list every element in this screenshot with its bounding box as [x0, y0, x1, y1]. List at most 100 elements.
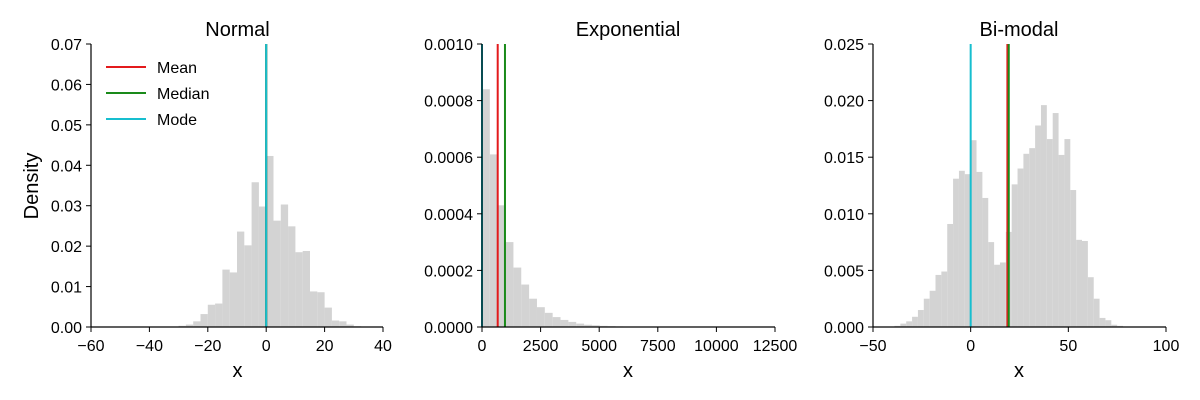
histogram-bar — [912, 316, 918, 327]
x-tick-label: 0 — [478, 338, 487, 355]
histogram-bar — [1093, 298, 1100, 327]
y-tick-label: 0.025 — [824, 37, 864, 54]
histogram-bar — [273, 220, 281, 327]
y-tick-label: 0.000 — [824, 320, 864, 337]
bimodal-histogram-bars — [894, 105, 1124, 328]
histogram-bar — [1023, 153, 1030, 327]
x-tick-label: −60 — [77, 338, 104, 355]
y-tick-label: 0.04 — [51, 158, 82, 175]
histogram-bar — [917, 310, 924, 327]
histogram-bar — [999, 262, 1006, 327]
histogram-bar — [1070, 190, 1077, 327]
histogram-bar — [947, 223, 954, 327]
y-tick-label: 0.0006 — [424, 150, 473, 167]
exponential-x-ticks: 0 2500 5000 7500 10000 12500 — [478, 327, 798, 355]
y-tick-label: 0.0008 — [424, 94, 473, 111]
x-tick-label: 20 — [316, 338, 334, 355]
histogram-bar — [258, 206, 267, 327]
exponential-x-axis-label: x — [623, 360, 633, 382]
histogram-bar — [331, 320, 340, 327]
histogram-bar — [576, 323, 585, 327]
bimodal-x-ticks: −50 0 50 100 — [859, 327, 1179, 355]
histogram-bar — [339, 321, 347, 327]
x-tick-label: 10000 — [694, 338, 739, 355]
histogram-bar — [251, 182, 259, 327]
bimodal-panel: −50 0 50 100 0.000 0.005 0.010 0.015 0.020 0.025… — [824, 19, 1179, 382]
bimodal-y-ticks: 0.000 0.005 0.010 0.015 0.020 0.025 — [824, 37, 873, 337]
bimodal-statistic-lines — [969, 44, 1010, 327]
histogram-bar — [489, 154, 498, 327]
bimodal-x-axis-label: x — [1014, 360, 1024, 382]
histogram-bar — [976, 171, 983, 327]
histogram-bar — [1105, 320, 1112, 327]
histogram-bar — [906, 321, 913, 327]
x-tick-label: −20 — [194, 338, 221, 355]
x-tick-label: 12500 — [753, 338, 798, 355]
histogram-bar — [1029, 148, 1036, 327]
normal-title: Normal — [205, 19, 269, 41]
histogram-bar — [1111, 324, 1118, 327]
x-tick-label: 100 — [1153, 338, 1180, 355]
histogram-bar — [178, 325, 186, 327]
histogram-bar — [346, 324, 354, 327]
normal-x-ticks: −60 −40 −20 0 20 40 — [77, 327, 392, 355]
y-tick-label: 0.02 — [51, 239, 82, 256]
normal-y-axis-label: Density — [21, 153, 43, 220]
histogram-bar — [1099, 317, 1106, 327]
histogram-bar — [1087, 277, 1094, 327]
histogram-bar — [988, 242, 995, 327]
exponential-title: Exponential — [576, 19, 681, 41]
histogram-bar — [229, 272, 237, 327]
histogram-bar — [900, 323, 907, 327]
y-tick-label: 0.05 — [51, 118, 82, 135]
histogram-bar — [584, 324, 592, 327]
histogram-bar — [591, 325, 600, 327]
histogram-bar — [536, 307, 545, 327]
histogram-bar — [185, 324, 194, 327]
histogram-bar — [215, 303, 223, 327]
normal-legend: Mean Median Mode — [106, 60, 209, 129]
bimodal-axes — [872, 44, 1166, 328]
histogram-bar — [497, 205, 506, 327]
histogram-bar — [1011, 184, 1018, 327]
y-tick-label: 0.015 — [824, 150, 864, 167]
x-tick-label: 2500 — [523, 338, 559, 355]
exponential-histogram-bars — [482, 89, 624, 327]
exponential-panel: 0 2500 5000 7500 10000 12500 0.00000.00020.00… — [424, 19, 797, 382]
histogram-bar — [244, 245, 252, 327]
y-tick-label: 0.0010 — [424, 37, 473, 54]
histogram-bar — [324, 307, 332, 327]
histogram-bar — [295, 252, 303, 327]
histogram-bar — [953, 178, 959, 327]
histogram-bar — [302, 250, 310, 327]
histogram-bar — [237, 231, 245, 327]
histogram-bar — [222, 269, 230, 327]
histogram-bar — [929, 290, 936, 327]
normal-panel: −60 −40 −20 0 20 40 0.000.010.020.030.040.050… — [21, 19, 392, 382]
exponential-y-ticks: 0.0000 0.0002 0.0004 0.0006 0.0008 0.0010 — [424, 37, 482, 337]
histogram-bar — [1040, 105, 1047, 328]
normal-histogram-bars — [178, 155, 362, 327]
histogram-bar — [529, 298, 537, 327]
normal-x-axis-label: x — [233, 360, 243, 382]
histogram-bar — [958, 170, 965, 327]
histogram-bar — [994, 264, 1000, 327]
x-tick-label: 5000 — [581, 338, 617, 355]
legend-mode-label: Mode — [157, 112, 197, 129]
y-tick-label: 0.0002 — [424, 263, 473, 280]
histogram-bar — [1046, 139, 1053, 327]
histogram-bar — [552, 317, 561, 327]
y-tick-label: 0.07 — [51, 37, 82, 54]
histogram-bar — [266, 155, 274, 327]
legend-mean-label: Mean — [157, 60, 197, 77]
histogram-bar — [521, 284, 530, 327]
histogram-bar — [310, 291, 318, 327]
normal-axes — [90, 44, 383, 328]
y-tick-label: 0.00 — [51, 320, 82, 337]
y-tick-label: 0.0004 — [424, 207, 473, 224]
histogram-bar — [935, 274, 942, 327]
histogram-bar — [1076, 239, 1083, 327]
normal-y-ticks: 0.00 0.01 0.02 0.03 0.04 0.05 0.06 0.07 — [51, 37, 91, 337]
y-tick-label: 0.06 — [51, 77, 82, 94]
y-tick-label: 0.010 — [824, 207, 864, 224]
